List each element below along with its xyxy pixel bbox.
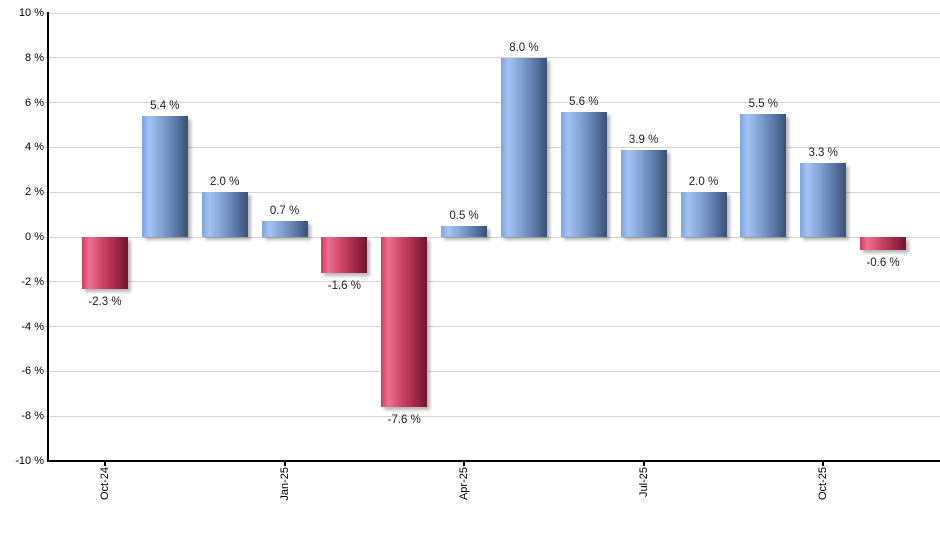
gridline xyxy=(44,326,940,328)
x-tick-label: Oct-24 xyxy=(99,467,111,501)
bar-value-label: 5.5 % xyxy=(748,97,779,110)
bar xyxy=(261,221,308,237)
x-tick-mark xyxy=(822,460,825,466)
gridline xyxy=(44,370,940,372)
x-tick-mark xyxy=(283,460,286,466)
y-tick-label: 4 % xyxy=(25,141,44,154)
y-tick-label: -10 % xyxy=(15,455,44,467)
y-tick-label: -4 % xyxy=(21,320,44,333)
bar-value-label: 3.9 % xyxy=(628,133,659,146)
bar-value-label: 0.7 % xyxy=(269,205,300,218)
y-tick-label: 6 % xyxy=(25,96,44,109)
bar xyxy=(500,57,547,237)
x-tick-mark xyxy=(104,460,106,466)
y-tick-label: -8 % xyxy=(21,410,44,423)
bar xyxy=(860,237,907,251)
bar xyxy=(560,111,607,237)
bar-value-label: -2.3 % xyxy=(88,295,122,308)
bar-value-label: -7.6 % xyxy=(387,414,421,427)
bar-value-label: 3.3 % xyxy=(808,147,838,160)
y-tick-label: -6 % xyxy=(21,365,44,378)
y-tick-label: 2 % xyxy=(25,186,44,199)
bar-value-label: -1.6 % xyxy=(327,279,362,292)
bar xyxy=(381,237,428,408)
bar-value-label: 5.4 % xyxy=(150,100,180,113)
y-tick-label: 0 % xyxy=(25,231,44,243)
x-axis-line xyxy=(47,460,940,462)
bar xyxy=(82,237,128,289)
bar-value-label: 5.6 % xyxy=(569,95,599,108)
bar-value-label: -0.6 % xyxy=(866,257,900,270)
gridline xyxy=(44,146,940,148)
bar-value-label: 0.5 % xyxy=(449,209,479,222)
gridline xyxy=(44,57,940,59)
x-tick-mark xyxy=(463,460,466,466)
y-tick-label: -2 % xyxy=(21,275,44,288)
gridline xyxy=(44,281,940,283)
gridline xyxy=(44,191,940,193)
gridline xyxy=(44,415,940,417)
gridline xyxy=(44,236,940,238)
gridline xyxy=(44,102,940,104)
bar-value-label: 8.0 % xyxy=(509,41,539,54)
bar xyxy=(800,163,847,237)
bar-value-label: 2.0 % xyxy=(688,176,719,189)
bar xyxy=(201,192,248,237)
bar xyxy=(141,116,188,237)
x-tick-label: Jan-25 xyxy=(278,467,291,501)
y-tick-label: 10 % xyxy=(18,7,44,19)
x-tick-mark xyxy=(642,460,645,466)
bar xyxy=(441,225,488,237)
bar-value-label: 2.0 % xyxy=(209,176,240,189)
bar xyxy=(321,237,368,273)
gridline xyxy=(44,12,940,14)
bar xyxy=(680,192,727,237)
y-tick-label: 8 % xyxy=(25,51,44,64)
x-tick-label: Oct-25 xyxy=(817,467,830,501)
bar xyxy=(620,149,667,237)
y-axis-line xyxy=(47,12,49,462)
x-tick-label: Jul-25 xyxy=(637,467,650,497)
bar xyxy=(740,113,787,237)
x-tick-label: Apr-25 xyxy=(458,467,471,501)
